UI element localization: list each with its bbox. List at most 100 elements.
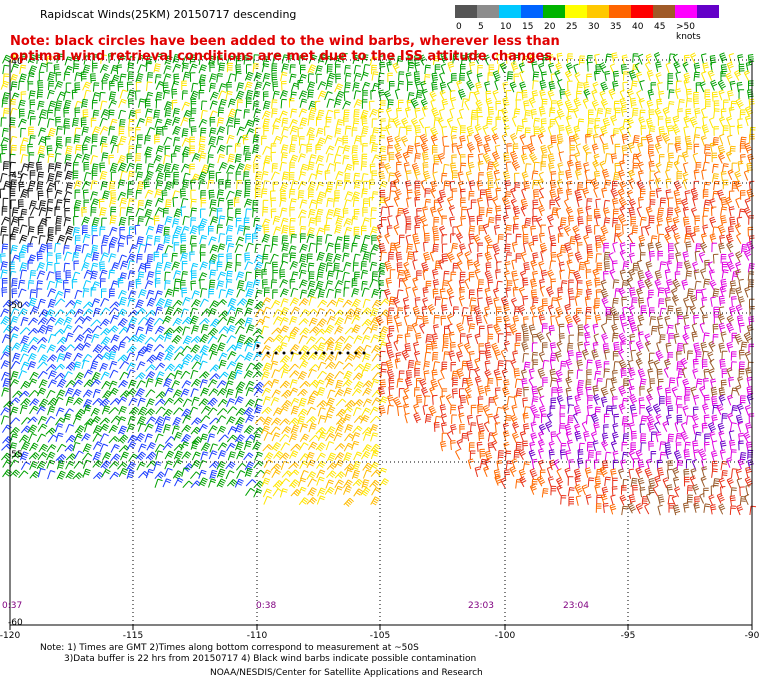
wind-barb (45, 316, 56, 325)
wind-barb (146, 297, 156, 307)
wind-barb (576, 386, 584, 398)
wind-barb (243, 336, 254, 346)
wind-barb (189, 90, 199, 100)
wind-barb (656, 215, 664, 227)
wind-barb (360, 414, 370, 424)
wind-barb (27, 226, 35, 236)
wind-barb (673, 160, 680, 172)
wind-barb (209, 364, 220, 372)
wind-barb (407, 55, 414, 65)
wind-barb (297, 370, 308, 381)
wind-barb (254, 404, 263, 414)
wind-barb (629, 322, 638, 334)
wind-barb (582, 97, 589, 109)
wind-barb (683, 72, 691, 84)
wind-barb (199, 379, 208, 389)
wind-barb (432, 324, 439, 335)
wind-barb (298, 73, 307, 84)
wind-barb (361, 407, 371, 417)
wind-barb (100, 352, 111, 361)
wind-barb (342, 406, 353, 415)
wind-barb (389, 81, 395, 91)
wind-barb (635, 503, 643, 515)
wind-barb (73, 260, 79, 271)
wind-barb (407, 62, 415, 72)
wind-barb (470, 404, 477, 415)
wind-barb (119, 89, 128, 99)
wind-barb (92, 62, 98, 73)
wind-barb (369, 253, 376, 263)
wind-barb (677, 99, 685, 109)
wind-barb (703, 332, 710, 342)
wind-barb (145, 389, 156, 398)
wind-barb (603, 207, 610, 218)
wind-barb (173, 171, 179, 182)
wind-barb (621, 145, 628, 156)
wind-barb (234, 423, 244, 433)
wind-barb (468, 350, 475, 362)
wind-barb (100, 336, 111, 346)
wind-barb (414, 180, 421, 191)
wind-barb (10, 81, 18, 91)
wind-barb (46, 234, 54, 245)
wind-barb (243, 440, 252, 451)
wind-barb (371, 288, 380, 299)
wind-barb (655, 187, 662, 199)
wind-barb (117, 396, 128, 405)
wind-barb (136, 415, 147, 425)
wind-barb (234, 396, 244, 405)
wind-barb (378, 333, 387, 343)
wind-barb (353, 451, 363, 461)
wind-barb (91, 325, 102, 334)
wind-barb (9, 417, 21, 425)
wind-barb (234, 362, 244, 372)
wind-barb (727, 412, 734, 424)
wind-barb (495, 187, 502, 198)
wind-barb (353, 90, 361, 100)
wind-barb (646, 414, 655, 426)
wind-barb (137, 422, 147, 432)
wind-barb (584, 332, 591, 343)
wind-barb (263, 155, 272, 165)
wind-barb (718, 503, 726, 515)
wind-barb (468, 180, 476, 191)
contamination-dot (256, 344, 260, 348)
wind-barb (333, 253, 342, 263)
wind-barb (63, 99, 72, 110)
wind-barb (155, 197, 164, 207)
wind-barb (739, 143, 746, 153)
wind-barb (108, 407, 119, 415)
wind-barb (456, 251, 463, 263)
wind-barb (515, 388, 523, 398)
wind-barb (459, 424, 465, 434)
wind-barb (689, 116, 698, 128)
wind-barb (686, 485, 693, 495)
wind-barb (414, 242, 420, 253)
wind-barb (559, 269, 565, 280)
wind-barb (182, 71, 191, 81)
wind-barb (126, 323, 136, 333)
wind-barb (36, 337, 48, 345)
wind-barb (681, 279, 689, 291)
wind-barb (600, 81, 609, 93)
wind-barb (736, 477, 742, 489)
wind-barb (290, 405, 300, 415)
lat-tick-label: -60 (8, 618, 23, 628)
wind-barb (713, 108, 720, 118)
wind-barb (530, 278, 538, 290)
wind-barb (163, 327, 174, 337)
wind-barb (388, 296, 396, 306)
legend-label: 35 (610, 22, 622, 32)
wind-barb (371, 363, 382, 372)
wind-barb (46, 199, 54, 209)
wind-barb (713, 306, 719, 317)
wind-barb (600, 386, 609, 398)
wind-barb (577, 449, 584, 460)
wind-barb (299, 225, 307, 236)
wind-barb (585, 205, 592, 217)
wind-barb (46, 188, 53, 199)
wind-barb (746, 393, 754, 405)
wind-barb (289, 316, 298, 326)
wind-barb (37, 370, 48, 379)
wind-barb (565, 125, 573, 136)
